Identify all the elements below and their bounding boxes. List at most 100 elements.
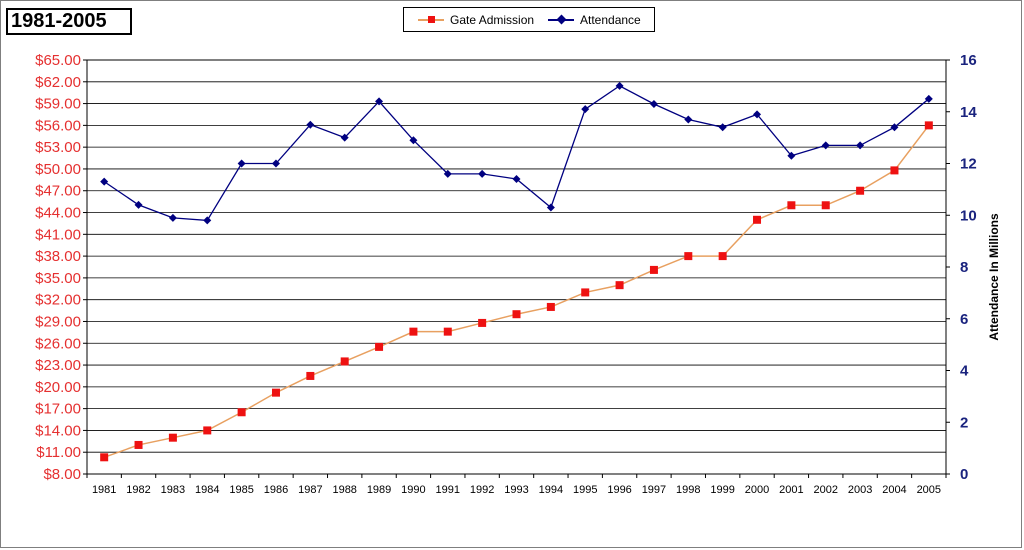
x-tick-label: 2002 bbox=[813, 484, 837, 496]
attendance-point bbox=[271, 159, 280, 168]
x-tick-label: 1989 bbox=[367, 484, 391, 496]
right-tick-label: 14 bbox=[960, 104, 977, 121]
attendance-point bbox=[546, 203, 555, 212]
x-tick-label: 1981 bbox=[92, 484, 116, 496]
attendance-point bbox=[134, 200, 143, 209]
x-tick-label: 1995 bbox=[573, 484, 597, 496]
x-tick-label: 1996 bbox=[607, 484, 631, 496]
left-tick-label: $59.00 bbox=[35, 96, 81, 113]
left-tick-label: $23.00 bbox=[35, 357, 81, 374]
legend-label-attendance: Attendance bbox=[580, 12, 641, 27]
gate-admission-point bbox=[615, 281, 624, 290]
attendance-point bbox=[753, 110, 762, 119]
attendance-point bbox=[375, 97, 384, 106]
x-tick-label: 1984 bbox=[195, 484, 219, 496]
gate-admission-point bbox=[856, 186, 865, 195]
gate-admission-point bbox=[168, 433, 177, 442]
gate-admission-point bbox=[546, 302, 555, 311]
attendance-point bbox=[409, 136, 418, 145]
x-tick-label: 2005 bbox=[917, 484, 941, 496]
x-tick-label: 2000 bbox=[745, 484, 769, 496]
attendance-point bbox=[443, 169, 452, 178]
gate-admission-point bbox=[134, 440, 143, 449]
attendance-point bbox=[718, 123, 727, 132]
series-group bbox=[100, 81, 933, 462]
legend-swatch-attendance bbox=[548, 14, 574, 25]
left-tick-label: $41.00 bbox=[35, 226, 81, 243]
attendance-point bbox=[890, 123, 899, 132]
attendance-point bbox=[581, 105, 590, 114]
gate-admission-point bbox=[100, 453, 109, 462]
left-axis: $8.00 $11.00 $14.00 $17.00 $20.00 $23.00 $26.0… bbox=[35, 52, 87, 483]
left-tick-label: $53.00 bbox=[35, 139, 81, 156]
x-tick-label: 1993 bbox=[504, 484, 528, 496]
attendance-point bbox=[821, 141, 830, 150]
x-tick-label: 1999 bbox=[710, 484, 734, 496]
gate-admission-point bbox=[203, 426, 212, 435]
gate-admission-point bbox=[581, 288, 590, 297]
gate-admission-point bbox=[237, 408, 246, 417]
legend-item-gate-admission: Gate Admission bbox=[418, 8, 534, 31]
right-tick-label: 6 bbox=[960, 311, 968, 328]
gate-admission-point bbox=[924, 121, 933, 130]
x-tick-label: 2004 bbox=[882, 484, 906, 496]
gate-admission-point bbox=[478, 318, 487, 327]
attendance-point bbox=[512, 175, 521, 184]
left-tick-label: $50.00 bbox=[35, 161, 81, 178]
attendance-point bbox=[203, 216, 212, 225]
x-tick-label: 1983 bbox=[161, 484, 185, 496]
left-tick-label: $47.00 bbox=[35, 183, 81, 200]
legend-swatch-gate-admission bbox=[418, 15, 444, 25]
x-tick-label: 2003 bbox=[848, 484, 872, 496]
x-tick-label: 1991 bbox=[436, 484, 460, 496]
left-tick-label: $11.00 bbox=[36, 444, 81, 461]
x-tick-label: 1992 bbox=[470, 484, 494, 496]
gate-admission-point bbox=[718, 252, 727, 261]
right-tick-label: 4 bbox=[960, 363, 969, 380]
gate-admission-point bbox=[684, 252, 693, 261]
gate-admission-point bbox=[375, 342, 384, 351]
attendance-point bbox=[340, 133, 349, 142]
left-tick-label: $44.00 bbox=[35, 205, 81, 222]
gate-admission-point bbox=[821, 201, 830, 210]
left-tick-label: $8.00 bbox=[43, 466, 81, 483]
left-tick-label: $35.00 bbox=[35, 270, 81, 287]
left-tick-label: $29.00 bbox=[35, 313, 81, 330]
plot-area bbox=[86, 59, 947, 475]
attendance-point bbox=[684, 115, 693, 124]
attendance-point bbox=[856, 141, 865, 150]
right-tick-label: 10 bbox=[960, 207, 977, 224]
gate-admission-point bbox=[306, 371, 315, 380]
right-tick-label: 16 bbox=[960, 52, 977, 69]
left-tick-label: $38.00 bbox=[35, 248, 81, 265]
right-tick-label: 8 bbox=[960, 259, 968, 276]
left-tick-label: $65.00 bbox=[35, 52, 81, 69]
attendance-point bbox=[787, 151, 796, 160]
left-tick-label: $14.00 bbox=[35, 422, 81, 439]
x-tick-label: 1988 bbox=[332, 484, 356, 496]
right-tick-label: 2 bbox=[960, 414, 968, 431]
x-tick-label: 2001 bbox=[779, 484, 803, 496]
x-tick-label: 1987 bbox=[298, 484, 322, 496]
gate-admission-point bbox=[890, 166, 899, 175]
legend: Gate Admission Attendance bbox=[403, 7, 655, 32]
right-tick-label: 12 bbox=[960, 156, 977, 173]
gate-admission-point bbox=[787, 201, 796, 210]
left-tick-label: $62.00 bbox=[35, 74, 81, 91]
legend-label-gate-admission: Gate Admission bbox=[450, 12, 535, 27]
attendance-point bbox=[237, 159, 246, 168]
left-tick-label: $32.00 bbox=[35, 292, 81, 309]
right-axis: 0 2 4 6 8 10 12 14 16 bbox=[946, 52, 977, 483]
left-tick-label: $56.00 bbox=[35, 117, 81, 134]
x-tick-label: 1986 bbox=[264, 484, 288, 496]
square-marker-icon bbox=[428, 15, 435, 23]
attendance-point bbox=[478, 169, 487, 178]
x-tick-label: 1990 bbox=[401, 484, 425, 496]
gate-admission-point bbox=[271, 388, 280, 397]
attendance-point bbox=[306, 120, 315, 129]
attendance-point bbox=[615, 81, 624, 90]
right-tick-label: 0 bbox=[960, 466, 968, 483]
x-tick-label: 1998 bbox=[676, 484, 700, 496]
